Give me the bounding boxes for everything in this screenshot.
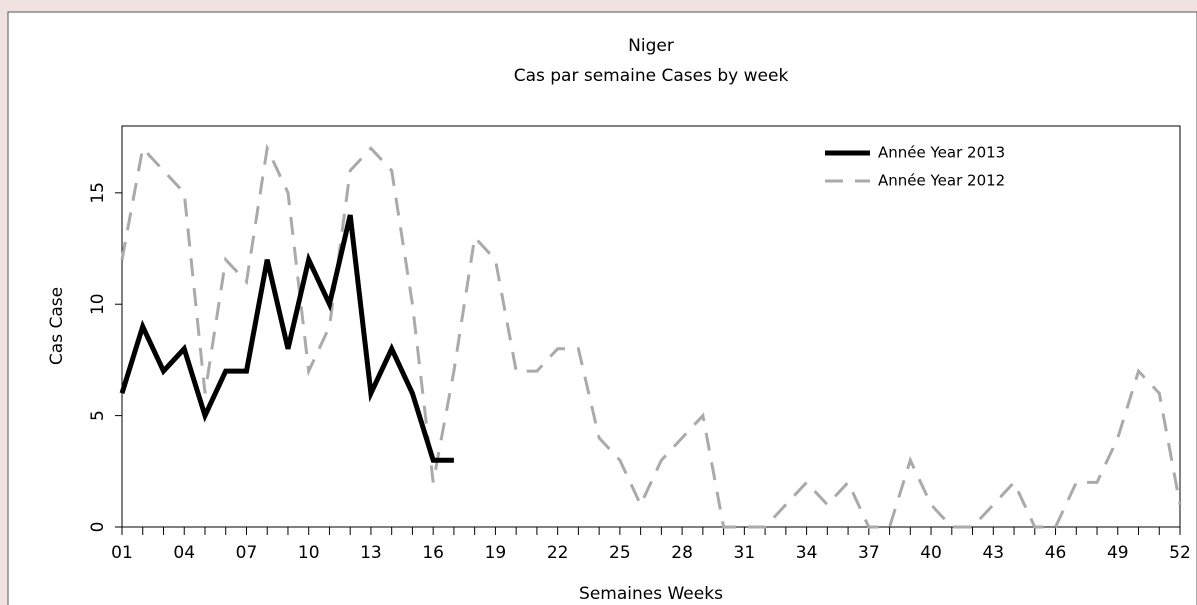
x-tick-label: 16: [422, 543, 444, 563]
series-line: [119, 214, 454, 463]
x-tick-label: 04: [173, 543, 195, 563]
x-tick-label: 01: [111, 543, 133, 563]
x-tick-label: 28: [671, 543, 693, 563]
x-tick-label: 31: [734, 543, 756, 563]
x-tick-label: 52: [1169, 543, 1191, 563]
chart-subtitle: Cas par semaine Cases by week: [514, 66, 789, 86]
x-tick-label: 13: [360, 543, 382, 563]
x-tick-label: 25: [609, 543, 631, 563]
x-tick-label: 37: [858, 543, 880, 563]
series-line: [120, 143, 1182, 529]
chart-title: Niger: [628, 36, 674, 56]
x-tick-label: 49: [1107, 543, 1129, 563]
x-tick-label: 40: [920, 543, 942, 563]
x-tick-label: 10: [298, 543, 320, 563]
y-tick-label: 10: [88, 293, 108, 315]
y-axis-label: Cas Case: [47, 287, 67, 365]
x-axis-label: Semaines Weeks: [579, 584, 723, 604]
plot-frame: [121, 125, 1181, 528]
x-tick-label: 46: [1045, 543, 1067, 563]
x-tick-label: 19: [485, 543, 507, 563]
y-tick-label: 5: [88, 410, 108, 421]
y-tick-label: 15: [88, 182, 108, 204]
legend-label: Année Year 2012: [878, 172, 1005, 190]
panel: [7, 11, 1197, 605]
x-tick-label: 07: [236, 543, 258, 563]
x-tick-label: 43: [982, 543, 1004, 563]
y-tick-label: 0: [88, 522, 108, 533]
x-tick-label: 34: [796, 543, 818, 563]
x-tick-label: 22: [547, 543, 569, 563]
legend-label: Année Year 2013: [878, 144, 1005, 162]
